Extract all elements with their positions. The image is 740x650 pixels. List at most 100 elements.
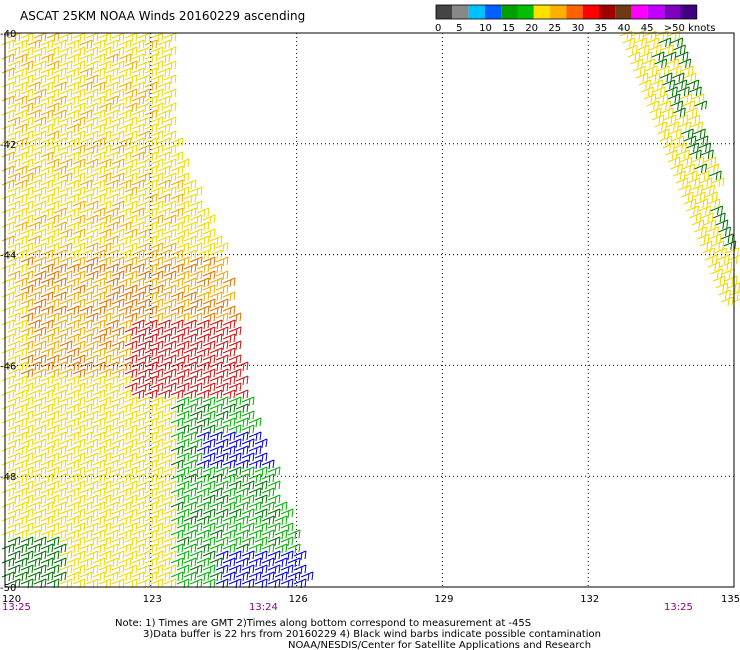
wind-barb: [79, 403, 93, 414]
wind-barb: [150, 186, 164, 197]
wind-barb: [183, 347, 197, 358]
wind-barb: [137, 536, 151, 547]
wind-barb: [170, 529, 184, 540]
wind-barb: [170, 417, 184, 428]
legend-tick-label: 25: [548, 23, 561, 34]
wind-barb: [27, 431, 41, 442]
wind-barb: [691, 93, 705, 104]
wind-barb: [657, 65, 670, 76]
wind-barb: [72, 354, 86, 365]
wind-barb: [215, 242, 229, 253]
wind-barb: [137, 368, 151, 379]
wind-barb: [79, 109, 93, 120]
legend-tick-label: 0: [435, 23, 441, 34]
wind-barb: [235, 403, 249, 414]
wind-barb: [53, 193, 67, 204]
wind-barb: [53, 389, 67, 400]
wind-barb: [150, 508, 164, 519]
wind-barb: [92, 81, 106, 92]
wind-barb: [105, 543, 119, 554]
wind-barb: [687, 177, 701, 188]
wind-barb: [33, 452, 47, 463]
wind-barb: [72, 494, 86, 505]
wind-barb: [202, 522, 216, 533]
wind-barb: [131, 333, 145, 344]
wind-barb: [118, 81, 132, 92]
wind-barb: [137, 466, 151, 477]
wind-barb: [53, 109, 67, 120]
wind-barb: [14, 67, 28, 78]
wind-barb: [189, 270, 203, 281]
wind-barb: [79, 361, 93, 372]
wind-barb: [163, 368, 177, 379]
wind-barb: [85, 242, 99, 253]
wind-barb: [33, 438, 47, 449]
wind-barb: [40, 235, 54, 246]
wind-barbs-layer: [1, 30, 740, 589]
wind-barb: [40, 347, 54, 358]
wind-barb: [150, 298, 164, 309]
wind-barb: [111, 410, 125, 421]
wind-barb: [124, 382, 138, 393]
wind-barb: [59, 60, 73, 71]
wind-barb: [144, 389, 158, 400]
wind-barb: [46, 60, 60, 71]
wind-barb: [176, 326, 190, 337]
wind-barb: [7, 564, 21, 575]
wind-barb: [85, 326, 99, 337]
wind-barb: [137, 354, 151, 365]
wind-barb: [59, 200, 73, 211]
wind-barb: [215, 424, 229, 435]
wind-barb: [222, 543, 236, 554]
wind-barb: [118, 319, 132, 330]
wind-barb: [14, 277, 28, 288]
wind-barb: [710, 268, 723, 279]
wind-barb: [79, 515, 93, 526]
legend-swatch: [452, 5, 469, 19]
wind-barb: [241, 550, 255, 561]
wind-barb: [196, 333, 210, 344]
wind-barb: [40, 67, 54, 78]
wind-barb: [98, 46, 112, 57]
wind-barb: [202, 508, 216, 519]
wind-barb: [150, 144, 164, 155]
wind-barb: [85, 564, 99, 575]
wind-barb: [111, 60, 125, 71]
wind-barb: [287, 529, 301, 540]
wind-barb: [66, 347, 80, 358]
wind-barb: [222, 571, 236, 582]
wind-barb: [33, 326, 47, 337]
wind-barb: [157, 375, 171, 386]
wind-barb: [59, 410, 73, 421]
wind-barb: [163, 32, 177, 43]
wind-barb: [131, 263, 145, 274]
wind-barb: [176, 466, 190, 477]
wind-barb: [248, 543, 262, 554]
wind-barb: [53, 515, 67, 526]
wind-barb: [66, 263, 80, 274]
wind-barb: [72, 200, 86, 211]
longitude-label: 135: [721, 594, 740, 605]
wind-barb: [170, 389, 184, 400]
wind-barb: [670, 163, 684, 174]
wind-barb: [209, 529, 223, 540]
wind-barb: [176, 354, 190, 365]
wind-barb: [111, 382, 125, 393]
wind-barb: [189, 564, 203, 575]
wind-barb: [92, 445, 106, 456]
legend-swatch: [680, 5, 697, 19]
wind-barb: [92, 39, 106, 50]
wind-barb: [20, 270, 34, 281]
wind-barb: [144, 277, 158, 288]
wind-barb: [241, 522, 255, 533]
wind-barb: [157, 333, 171, 344]
wind-barb: [79, 305, 93, 316]
wind-barb: [157, 501, 171, 512]
wind-barb: [209, 431, 223, 442]
wind-barb: [40, 137, 54, 148]
wind-barb: [98, 410, 112, 421]
wind-barb: [649, 44, 662, 55]
wind-barb: [202, 424, 216, 435]
wind-barb: [79, 235, 93, 246]
wind-barb: [118, 459, 132, 470]
